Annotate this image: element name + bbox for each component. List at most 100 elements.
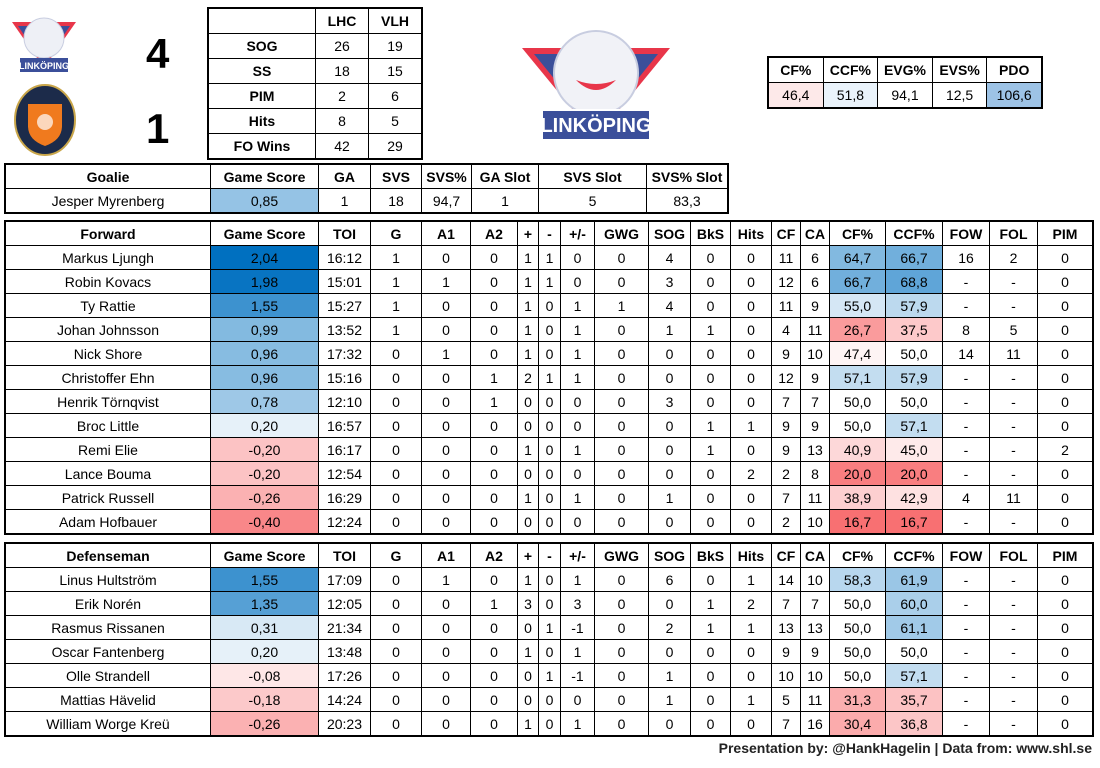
cell-vlh: 15 — [368, 58, 422, 84]
cell-game-score: 1,55 — [210, 293, 319, 318]
cell-lhc: 18 — [315, 58, 369, 84]
cell--: 1 — [560, 437, 595, 462]
column-header: GWG — [594, 543, 649, 568]
cell-g: 1 — [370, 269, 422, 294]
table-row: Oscar Fantenberg 0,20 13:48 0 0 0 1 0 1 0 0 0 0 9 9 50,… — [5, 639, 1093, 664]
cell-a2: 0 — [470, 317, 518, 342]
away-score: 1 — [146, 105, 170, 152]
cell-gwg: 0 — [594, 485, 649, 510]
cell-a1: 1 — [421, 341, 471, 366]
cell-a2: 0 — [470, 639, 518, 664]
cell-fow: 8 — [942, 317, 990, 342]
cell-fol: - — [989, 413, 1038, 438]
cell-a1: 0 — [421, 365, 471, 390]
cell--: 0 — [538, 341, 561, 366]
cell-ca: 10 — [800, 509, 830, 534]
cell-game-score: 0,31 — [210, 615, 319, 640]
column-header: SOG — [648, 221, 691, 246]
cell-fol: - — [989, 389, 1038, 414]
cell-sog: 3 — [648, 389, 691, 414]
cell--: 1 — [538, 365, 561, 390]
cell-ccf-: 57,9 — [885, 365, 943, 390]
cell-a1: 0 — [421, 639, 471, 664]
cell-hits: 0 — [730, 663, 772, 688]
cell-a1: 0 — [421, 461, 471, 486]
table-row: Johan Johnsson 0,99 13:52 1 0 0 1 0 1 0 1 1 0 4 11 26,7… — [5, 317, 1093, 342]
column-header: Game Score — [210, 221, 319, 246]
row-label: William Worge Kreü — [5, 711, 211, 736]
cell-toi: 17:32 — [318, 341, 371, 366]
cell-cf: 9 — [771, 639, 801, 664]
row-label: FO Wins — [208, 133, 316, 159]
column-header: EVG% — [877, 57, 933, 83]
cell-ccf-: 61,1 — [885, 615, 943, 640]
column-header: G — [370, 221, 422, 246]
cell-fol: - — [989, 509, 1038, 534]
cell-vlh: 19 — [368, 33, 422, 59]
cell--: 0 — [560, 413, 595, 438]
cell-gwg: 0 — [594, 269, 649, 294]
home-score: 4 — [146, 30, 170, 77]
row-label: Mattias Hävelid — [5, 687, 211, 712]
column-header: CCF% — [885, 543, 943, 568]
cell-lhc: 2 — [315, 83, 369, 109]
cell-fow: - — [942, 663, 990, 688]
cell-cf-: 47,4 — [829, 341, 886, 366]
cell-g: 0 — [370, 509, 422, 534]
cell--: 3 — [517, 591, 539, 616]
row-label: Olle Strandell — [5, 663, 211, 688]
cell-a1: 0 — [421, 687, 471, 712]
cell-gwg: 0 — [594, 591, 649, 616]
cell-ccf-: 20,0 — [885, 461, 943, 486]
cell-cf-: 50,0 — [829, 389, 886, 414]
cell-cf-: 20,0 — [829, 461, 886, 486]
cell-fow: - — [942, 591, 990, 616]
cell-hits: 0 — [730, 341, 772, 366]
cell-pim: 0 — [1037, 461, 1093, 486]
cell-cf: 9 — [771, 341, 801, 366]
cell-cf: 2 — [771, 509, 801, 534]
cell-a1: 0 — [421, 437, 471, 462]
cell-cf-: 38,9 — [829, 485, 886, 510]
cell-a1: 0 — [421, 615, 471, 640]
table-row: SS 18 15 — [208, 58, 422, 84]
cell-bks: 0 — [690, 485, 731, 510]
table-row: Robin Kovacs 1,98 15:01 1 1 0 1 1 0 0 3 0 0 12 6 66,7 68… — [5, 269, 1093, 294]
cell-ca: 10 — [800, 567, 830, 592]
cell--: 1 — [560, 341, 595, 366]
table-row: Remi Elie -0,20 16:17 0 0 0 1 0 1 0 0 1 0 9 13 40,9 45,0… — [5, 437, 1093, 462]
row-label: Lance Bouma — [5, 461, 211, 486]
cell--: 1 — [517, 485, 539, 510]
cell-ca: 6 — [800, 269, 830, 294]
cell-ca: 7 — [800, 389, 830, 414]
cell-fol: - — [989, 687, 1038, 712]
column-header: EVS% — [931, 57, 988, 83]
cell-hits: 1 — [730, 615, 772, 640]
cell-cf-: 50,0 — [829, 663, 886, 688]
cell--: 1 — [517, 437, 539, 462]
cell-hits: 2 — [730, 461, 772, 486]
column-header: PIM — [1037, 543, 1093, 568]
column-header: FOW — [942, 221, 990, 246]
cell-a1: 0 — [421, 591, 471, 616]
cell-pim: 0 — [1037, 639, 1093, 664]
cell-cf-: 40,9 — [829, 437, 886, 462]
cell-gwg: 0 — [594, 509, 649, 534]
cell-bks: 0 — [690, 509, 731, 534]
cell-ccf-: 61,9 — [885, 567, 943, 592]
cell-g: 0 — [370, 567, 422, 592]
cell-bks: 0 — [690, 389, 731, 414]
cell-bks: 0 — [690, 639, 731, 664]
table-row: Christoffer Ehn 0,96 15:16 0 0 1 2 1 1 0 0 0 0 12 9 57,… — [5, 365, 1093, 390]
cell--: 0 — [538, 509, 561, 534]
advanced-stats-table: CF% CCF% EVG% EVS% PDO 46,4 51,8 94,1 12,5 106,6 — [767, 56, 1043, 109]
column-header: CCF% — [822, 57, 879, 83]
cell-pim: 0 — [1037, 687, 1093, 712]
cell-g: 0 — [370, 639, 422, 664]
cell-gwg: 0 — [594, 365, 649, 390]
cell-gwg: 0 — [594, 639, 649, 664]
cell--: 0 — [538, 639, 561, 664]
cell-fow: - — [942, 567, 990, 592]
row-label: Jesper Myrenberg — [5, 188, 211, 213]
cell-cf: 13 — [771, 615, 801, 640]
